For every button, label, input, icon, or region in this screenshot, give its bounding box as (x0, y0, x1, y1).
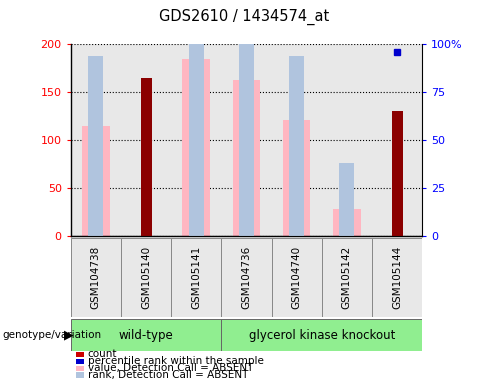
Bar (71, 238, 121, 317)
Bar (82, 126, 110, 236)
Bar (121, 238, 171, 317)
Text: glycerol kinase knockout: glycerol kinase knockout (248, 329, 395, 341)
Text: GSM105144: GSM105144 (392, 246, 402, 309)
Bar (283, 120, 310, 236)
Bar (289, 56, 304, 236)
Text: ▶: ▶ (64, 329, 74, 341)
Text: wild-type: wild-type (119, 329, 173, 341)
Text: GSM104736: GSM104736 (242, 246, 251, 309)
Bar (239, 33, 254, 236)
Bar (189, 25, 204, 236)
Bar (171, 238, 222, 317)
Bar (183, 58, 210, 236)
Text: count: count (88, 349, 117, 359)
Text: GSM104738: GSM104738 (91, 246, 101, 309)
Text: GDS2610 / 1434574_at: GDS2610 / 1434574_at (159, 9, 329, 25)
Bar (71, 319, 222, 351)
Bar (339, 163, 354, 236)
Text: genotype/variation: genotype/variation (2, 330, 102, 340)
Bar (391, 111, 403, 236)
Text: GSM105141: GSM105141 (191, 246, 201, 309)
Bar (372, 238, 422, 317)
Bar (271, 238, 322, 317)
Text: value, Detection Call = ABSENT: value, Detection Call = ABSENT (88, 363, 253, 373)
Bar (333, 209, 361, 236)
Text: GSM105142: GSM105142 (342, 246, 352, 309)
Bar (222, 319, 422, 351)
Bar (88, 56, 103, 236)
Text: GSM105140: GSM105140 (141, 246, 151, 309)
Text: percentile rank within the sample: percentile rank within the sample (88, 356, 264, 366)
Bar (141, 78, 152, 236)
Bar (233, 79, 260, 236)
Text: GSM104740: GSM104740 (292, 246, 302, 309)
Text: rank, Detection Call = ABSENT: rank, Detection Call = ABSENT (88, 370, 248, 380)
Bar (222, 238, 271, 317)
Bar (322, 238, 372, 317)
